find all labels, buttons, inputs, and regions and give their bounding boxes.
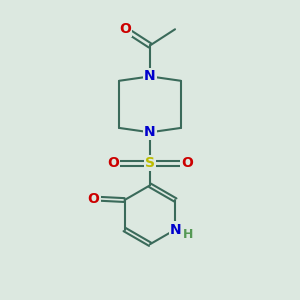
Text: O: O (88, 192, 100, 206)
Text: N: N (144, 125, 156, 139)
Text: N: N (170, 223, 181, 236)
Text: H: H (183, 228, 193, 241)
Text: S: S (145, 156, 155, 170)
Text: O: O (181, 156, 193, 170)
Text: N: N (144, 69, 156, 83)
Text: O: O (107, 156, 119, 170)
Text: O: O (119, 22, 131, 36)
